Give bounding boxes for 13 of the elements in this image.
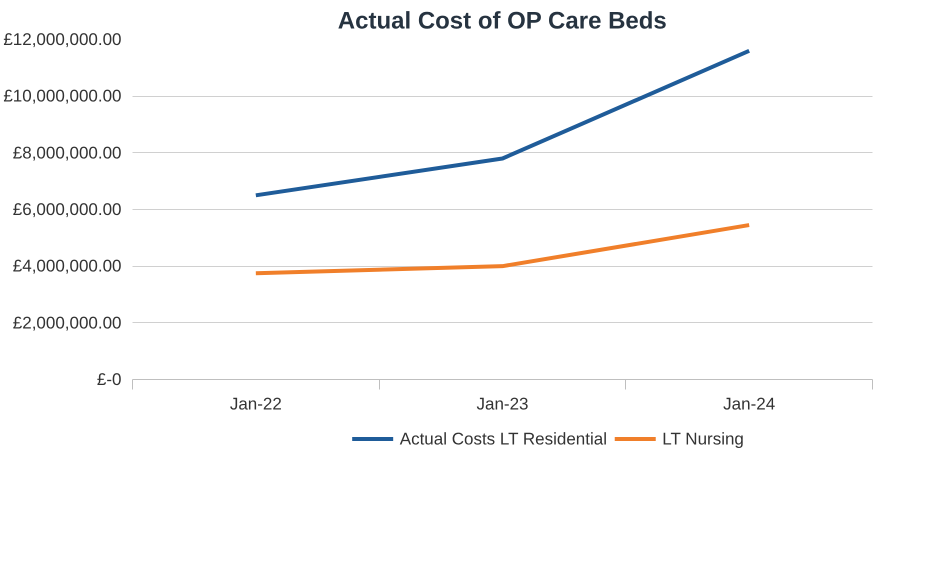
x-tick-label: Jan-24 [723,394,776,414]
y-tick-label: £10,000,000.00 [3,86,122,106]
y-tick-label: £-0 [96,370,122,389]
y-tick-label: £2,000,000.00 [12,313,122,332]
x-tick-label: Jan-22 [230,394,282,414]
x-tick-label: Jan-23 [476,394,528,414]
y-tick-label: £4,000,000.00 [12,256,122,276]
legend-label: Actual Costs LT Residential [400,430,607,448]
y-tick-label: £8,000,000.00 [12,143,122,162]
chart-title: Actual Cost of OP Care Beds [338,8,667,34]
y-tick-label: £12,000,000.00 [3,30,122,49]
y-tick-label: £6,000,000.00 [12,200,122,219]
legend-label: LT Nursing [662,430,744,448]
